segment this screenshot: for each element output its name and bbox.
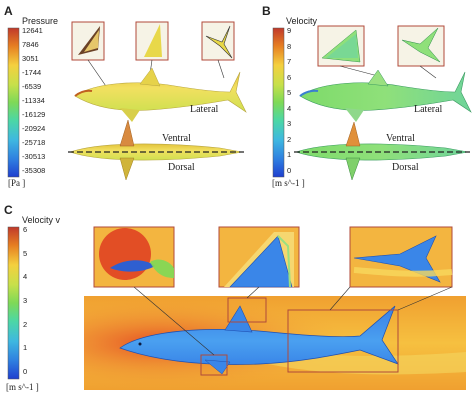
colorbar-a-tick: -30513 (22, 152, 46, 161)
colorbar-b-tick: 3 (287, 119, 292, 129)
shark-b-lateral (299, 69, 472, 122)
colorbar-b-tick: 4 (287, 103, 292, 113)
colorbar-a-tick: -1744 (22, 68, 42, 77)
colorbar-a-unit: [Pa ] (8, 178, 26, 188)
inset-a2-fin (144, 24, 162, 57)
label-b-ventral: Ventral (386, 133, 415, 144)
label-a-dorsal: Dorsal (168, 162, 195, 173)
connector-b2 (419, 65, 437, 79)
colorbar-a-tick: -6539 (22, 82, 42, 91)
colorbar-a-title: Pressure (22, 16, 59, 26)
connector-c3 (329, 286, 351, 311)
colorbar-b-tick: 7 (287, 57, 292, 67)
colorbar-c-tick: 5 (23, 248, 28, 258)
colorbar-a (7, 27, 20, 178)
colorbar-c-tick: 3 (23, 296, 28, 305)
label-a-ventral: Ventral (162, 133, 191, 144)
panel-c (7, 226, 466, 390)
colorbar-b-tick: 9 (287, 26, 292, 35)
colorbar-b-tick: 8 (287, 41, 292, 51)
colorbar-a-tick: -25718 (22, 138, 46, 147)
shark-a-lateral (74, 67, 247, 122)
shark-a-ventral-dorsal (68, 119, 244, 181)
colorbar-c-unit: [m s^-1 ] (6, 382, 39, 392)
colorbar-b-unit: [m s^-1 ] (272, 178, 305, 188)
colorbar-c-tick: 0 (23, 367, 28, 376)
shark-b-ventral-dorsal (294, 121, 470, 181)
colorbar-a-tick: 7846 (22, 40, 39, 49)
zoom-box-c3 (287, 309, 399, 373)
label-b-lateral: Lateral (414, 104, 443, 115)
colorbar-a-tick: -11334 (22, 96, 45, 105)
colorbar-c-tick: 6 (23, 225, 28, 234)
colorbar-a-tick: -20924 (22, 124, 46, 133)
colorbar-b-tick: 0 (287, 166, 292, 175)
wake-region (250, 345, 466, 375)
colorbar-b-tick: 5 (287, 88, 292, 98)
panel-letter-b: B (262, 4, 271, 18)
colorbar-c-tick: 1 (23, 343, 28, 353)
shark-c (119, 305, 399, 375)
colorbar-b-tick: 6 (287, 72, 292, 82)
colorbar-a-tick: 12641 (22, 26, 43, 35)
colorbar-a-tick: -35308 (22, 166, 46, 175)
colorbar-c-title: Velocity v (22, 215, 61, 225)
label-a-lateral: Lateral (190, 104, 219, 115)
colorbar-b-tick: 2 (287, 134, 292, 144)
colorbar-c (7, 226, 20, 380)
colorbar-c-tick: 4 (23, 272, 28, 282)
colorbar-a-tick: 3051 (22, 54, 39, 63)
inset-b2-tail (401, 27, 441, 63)
colorbar-c-tick: 2 (23, 319, 28, 329)
connector-c4 (397, 286, 453, 311)
colorbar-b-tick: 1 (287, 150, 292, 160)
panel-a (7, 21, 247, 181)
connector-c2 (246, 286, 260, 299)
connector-c1 (133, 286, 215, 356)
connector-a3 (217, 59, 225, 79)
colorbar-b-title: Velocity (286, 16, 318, 26)
inset-a3-tail (205, 25, 233, 59)
panel-letter-a: A (4, 4, 13, 18)
connector-b1 (339, 65, 379, 77)
label-b-dorsal: Dorsal (392, 162, 419, 173)
colorbar-b (272, 27, 285, 178)
inset-a1-highlight (84, 30, 99, 52)
colorbar-a-tick: -16129 (22, 110, 46, 119)
panel-letter-c: C (4, 203, 13, 217)
panel-b (272, 25, 472, 181)
